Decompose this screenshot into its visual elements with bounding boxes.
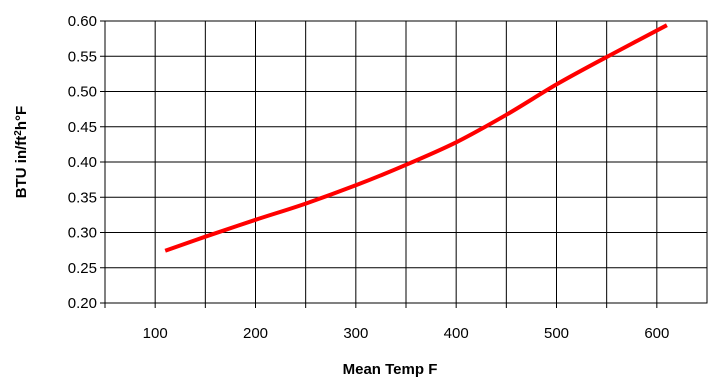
series-line [164, 23, 668, 253]
y-axis-title-main: BTU in/ft [13, 136, 30, 198]
x-tick-label: 600 [644, 325, 669, 342]
y-axis-ticks: 0.20 0.25 0.30 0.35 0.40 0.45 0.50 0.55 0.60 [68, 13, 105, 312]
x-tick-label: 200 [243, 325, 268, 342]
x-axis-title: Mean Temp F [343, 361, 438, 378]
x-axis-ticks: 100 200 300 400 500 600 [104, 303, 669, 342]
y-tick-label: 0.50 [68, 84, 97, 101]
y-tick-label: 0.30 [68, 225, 97, 242]
y-tick-label: 0.20 [68, 295, 97, 312]
x-tick-label: 500 [544, 325, 569, 342]
y-axis-title-superscript: 2 [13, 130, 24, 136]
y-tick-label: 0.60 [68, 13, 97, 30]
y-axis-title-unit: h°F [13, 106, 30, 130]
y-tick-label: 0.45 [68, 119, 97, 136]
y-tick-label: 0.40 [68, 154, 97, 171]
series-layer [164, 23, 668, 253]
y-tick-label: 0.25 [68, 260, 97, 277]
grid [105, 20, 707, 308]
x-tick-label: 100 [143, 325, 168, 342]
x-tick-label: 300 [343, 325, 368, 342]
x-tick-label: 400 [444, 325, 469, 342]
y-axis-title: BTU in/ft2h°F [13, 106, 31, 198]
y-tick-label: 0.55 [68, 48, 97, 65]
y-tick-label: 0.35 [68, 189, 97, 206]
